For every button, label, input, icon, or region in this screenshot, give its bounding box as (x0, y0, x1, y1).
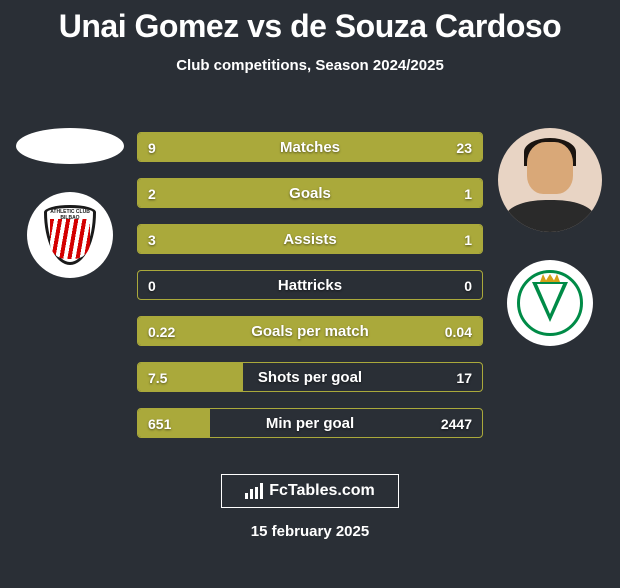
player-avatar-right (498, 128, 602, 232)
stat-row: 2Goals1 (137, 178, 483, 208)
stat-value-right: 0.04 (445, 317, 472, 346)
stat-row: 7.5Shots per goal17 (137, 362, 483, 392)
stat-value-right: 2447 (441, 409, 472, 438)
right-player-column (490, 128, 610, 346)
stat-label: Matches (138, 133, 482, 162)
stat-label: Goals (138, 179, 482, 208)
stat-label: Shots per goal (138, 363, 482, 392)
stat-value-right: 1 (464, 179, 472, 208)
club-badge-athletic: ATHLETIC CLUBBILBAO (27, 192, 113, 278)
stat-row: 651Min per goal2447 (137, 408, 483, 438)
stat-label: Min per goal (138, 409, 482, 438)
brand-logo[interactable]: FcTables.com (221, 474, 399, 508)
stat-row: 0.22Goals per match0.04 (137, 316, 483, 346)
stat-label: Goals per match (138, 317, 482, 346)
page-title: Unai Gomez vs de Souza Cardoso (0, 8, 620, 45)
stat-label: Hattricks (138, 271, 482, 300)
page-subtitle: Club competitions, Season 2024/2025 (0, 57, 620, 74)
club-badge-betis (507, 260, 593, 346)
stat-value-right: 17 (456, 363, 472, 392)
stat-value-right: 1 (464, 225, 472, 254)
stat-value-right: 23 (456, 133, 472, 162)
stat-row: 3Assists1 (137, 224, 483, 254)
bar-chart-icon (245, 483, 265, 499)
stats-panel: 9Matches23 2Goals1 3Assists1 0Hattricks0 0.2… (137, 132, 483, 454)
stat-row: 0Hattricks0 (137, 270, 483, 300)
left-player-column: ATHLETIC CLUBBILBAO (10, 128, 130, 278)
stat-label: Assists (138, 225, 482, 254)
footer-date: 15 february 2025 (0, 523, 620, 540)
real-betis-icon (517, 270, 583, 336)
stat-row: 9Matches23 (137, 132, 483, 162)
athletic-bilbao-icon: ATHLETIC CLUBBILBAO (44, 205, 96, 265)
player-avatar-left (16, 128, 124, 164)
stat-value-right: 0 (464, 271, 472, 300)
brand-name: FcTables.com (269, 482, 375, 500)
